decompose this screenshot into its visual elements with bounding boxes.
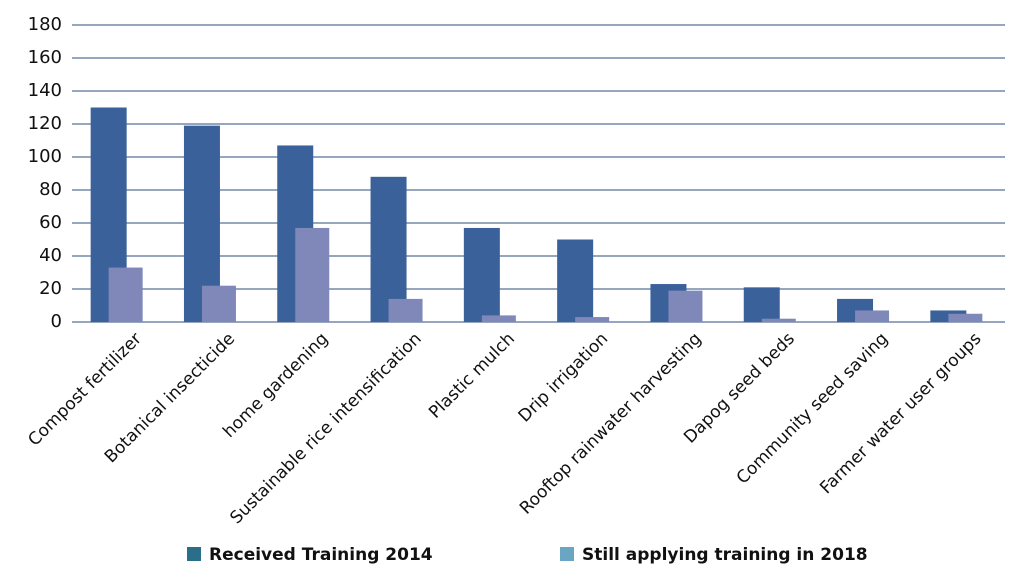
bar	[855, 310, 890, 322]
bar	[295, 227, 330, 322]
bar	[388, 298, 423, 322]
legend-label: Still applying training in 2018	[582, 545, 868, 565]
bar	[108, 267, 143, 322]
bar	[761, 318, 796, 322]
y-tick-label: 140	[28, 80, 62, 101]
bar	[557, 239, 594, 322]
bar	[948, 313, 983, 322]
y-tick-label: 60	[39, 212, 62, 233]
legend-label: Received Training 2014	[209, 545, 433, 565]
y-tick-label: 0	[51, 311, 62, 332]
bar	[463, 227, 500, 322]
x-tick-label: Farmer water user groups	[816, 329, 985, 498]
bar	[370, 176, 407, 322]
bar	[668, 290, 703, 322]
x-tick-label: Plastic mulch	[425, 329, 519, 423]
legend-swatch	[187, 547, 201, 561]
x-tick-label: Sustainable rice intensification	[226, 329, 425, 528]
y-tick-label: 20	[39, 278, 62, 299]
y-tick-label: 100	[28, 146, 62, 167]
x-tick-label: Community seed saving	[733, 329, 892, 488]
bar	[743, 287, 780, 322]
y-tick-label: 160	[28, 47, 62, 68]
x-tick-label: Rooftop rainwater harvesting	[516, 329, 706, 519]
legend-swatch	[560, 547, 574, 561]
bar	[575, 317, 610, 322]
y-tick-label: 180	[28, 14, 62, 35]
x-tick-label: Drip irrigation	[515, 329, 613, 427]
y-tick-label: 80	[39, 179, 62, 200]
bar	[201, 285, 236, 322]
bar	[481, 315, 516, 322]
legend: Received Training 2014 Still applying tra…	[187, 545, 868, 565]
y-tick-label: 120	[28, 113, 62, 134]
y-tick-label: 40	[39, 245, 62, 266]
